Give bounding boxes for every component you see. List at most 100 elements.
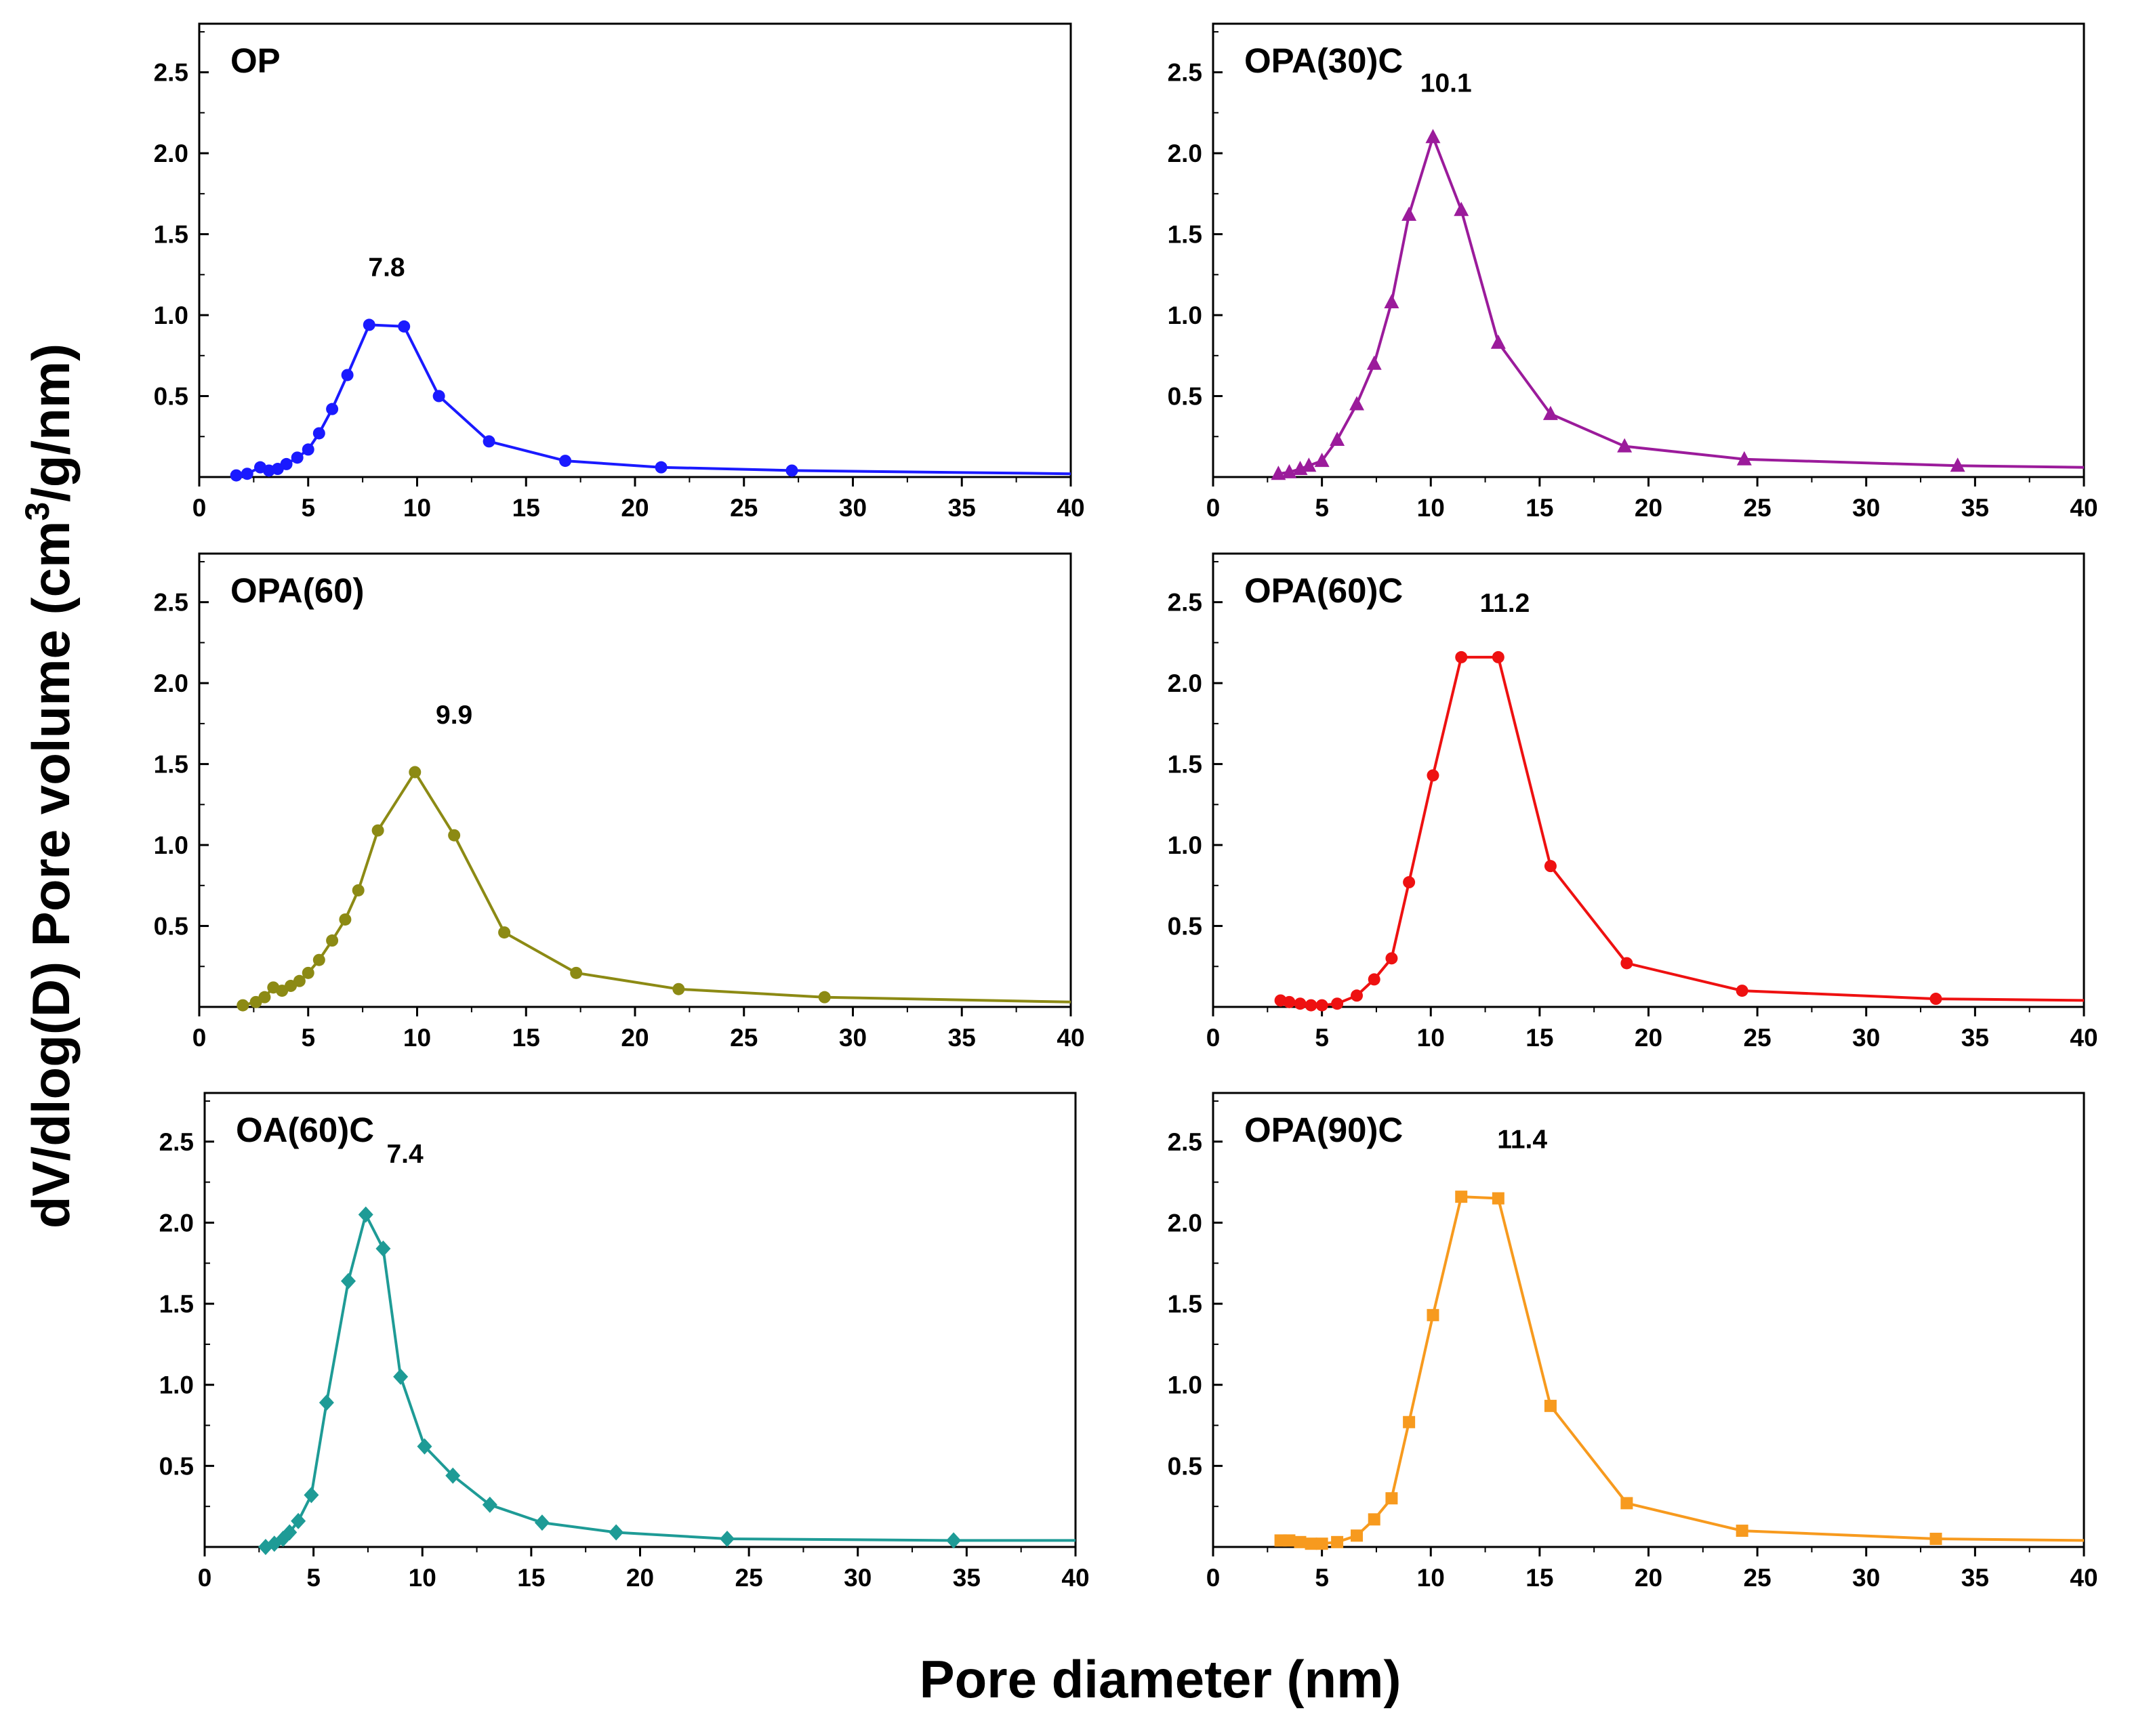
x-tick-label: 35 xyxy=(1961,1564,1989,1592)
y-tick-label: 1.0 xyxy=(154,302,188,329)
data-point xyxy=(1294,997,1307,1010)
x-tick-label: 15 xyxy=(512,1024,540,1052)
y-tick-label: 0.5 xyxy=(1168,383,1202,411)
data-point xyxy=(282,1524,298,1541)
x-tick-label: 0 xyxy=(192,494,207,522)
x-tick-label: 0 xyxy=(192,1024,207,1052)
data-point xyxy=(319,1394,334,1411)
panel-label: OPA(60)C xyxy=(1244,571,1403,610)
y-tick-label: 1.0 xyxy=(1168,831,1202,859)
x-tick-label: 30 xyxy=(839,1024,867,1052)
series-line xyxy=(1278,136,2085,476)
x-tick-label: 10 xyxy=(1417,1564,1445,1592)
x-tick-label: 15 xyxy=(517,1564,545,1592)
data-point xyxy=(398,320,411,333)
y-tick-label: 2.5 xyxy=(154,589,188,617)
data-point xyxy=(417,1438,432,1455)
x-tick-label: 40 xyxy=(2070,1024,2097,1052)
data-point xyxy=(312,953,325,966)
y-tick-label: 2.5 xyxy=(1168,589,1202,617)
data-point xyxy=(1542,405,1558,420)
peak-label: 9.9 xyxy=(436,701,472,730)
data-point xyxy=(291,1512,306,1529)
x-axis-title: Pore diameter (nm) xyxy=(920,1649,1401,1709)
y-axis-title-superscript: 3 xyxy=(18,502,56,521)
series-line xyxy=(1280,655,2085,1007)
plot-frame xyxy=(1212,552,2085,1008)
x-tick-label: 20 xyxy=(621,1024,649,1052)
series-line xyxy=(1280,1195,2085,1546)
y-tick-label: 1.0 xyxy=(154,831,188,859)
data-point xyxy=(672,983,685,995)
data-point xyxy=(358,1206,373,1223)
data-point xyxy=(534,1514,550,1531)
y-tick-label: 2.0 xyxy=(154,140,188,167)
data-point xyxy=(1425,129,1441,144)
data-point xyxy=(1617,438,1633,453)
data-point xyxy=(258,991,271,1004)
x-tick-label: 20 xyxy=(1635,1564,1662,1592)
data-point xyxy=(1455,1191,1468,1203)
y-tick-label: 1.5 xyxy=(154,221,188,249)
x-tick-label: 10 xyxy=(403,494,431,522)
peak-label: 7.8 xyxy=(368,253,405,283)
x-tick-label: 15 xyxy=(1525,494,1553,522)
data-point xyxy=(1490,334,1506,349)
x-tick-label: 0 xyxy=(198,1564,212,1592)
chart-panels: 0.5 1.0 1.5 2.0 2.5 0 5 10 15 20 25 30 35 40 OP 7.8 0.5 1… xyxy=(154,22,2098,1592)
x-tick-label: 25 xyxy=(1744,1024,1771,1052)
data-point xyxy=(363,318,375,331)
y-tick-label: 1.0 xyxy=(1168,1371,1202,1399)
panel-3: 0.5 1.0 1.5 2.0 2.5 0 5 10 15 20 25 30 35 40 OPA(60) 9.… xyxy=(154,552,1085,1052)
x-tick-label: 35 xyxy=(948,494,976,522)
data-point xyxy=(818,991,831,1004)
x-tick-label: 30 xyxy=(1852,494,1880,522)
panel-5: 0.5 1.0 1.5 2.0 2.5 0 5 10 15 20 25 30 35 40 OA(60)C 7.… xyxy=(159,1092,1090,1592)
data-point xyxy=(371,824,384,837)
data-point xyxy=(1403,876,1416,889)
peak-label: 7.4 xyxy=(386,1140,424,1169)
data-point xyxy=(498,926,511,939)
x-tick-label: 5 xyxy=(1315,1564,1329,1592)
x-tick-label: 30 xyxy=(1852,1024,1880,1052)
x-tick-label: 25 xyxy=(1744,1564,1771,1592)
data-point xyxy=(280,457,293,470)
data-point xyxy=(1427,769,1439,782)
y-tick-label: 2.0 xyxy=(1168,1209,1202,1237)
data-point xyxy=(570,966,583,979)
data-point xyxy=(1492,650,1504,663)
x-tick-label: 10 xyxy=(409,1564,436,1592)
x-tick-label: 5 xyxy=(1315,1024,1329,1052)
data-point xyxy=(341,369,354,381)
x-tick-label: 10 xyxy=(1417,1024,1445,1052)
data-point xyxy=(375,1240,391,1257)
data-point xyxy=(1294,1535,1307,1548)
data-point xyxy=(609,1524,624,1541)
x-tick-label: 20 xyxy=(1635,1024,1662,1052)
x-tick-label: 25 xyxy=(1744,494,1771,522)
data-point xyxy=(1620,957,1633,970)
x-tick-label: 20 xyxy=(621,494,649,522)
x-tick-label: 15 xyxy=(512,494,540,522)
data-point xyxy=(1455,650,1468,663)
x-tick-label: 25 xyxy=(735,1564,763,1592)
panel-label: OPA(90)C xyxy=(1244,1111,1403,1149)
x-tick-label: 15 xyxy=(1525,1564,1553,1592)
x-tick-label: 20 xyxy=(1635,494,1662,522)
data-point xyxy=(559,455,572,468)
x-tick-label: 30 xyxy=(1852,1564,1880,1592)
data-point xyxy=(339,913,352,926)
x-tick-label: 40 xyxy=(1057,494,1084,522)
data-point xyxy=(1331,997,1344,1010)
x-tick-label: 35 xyxy=(1961,1024,1989,1052)
data-point xyxy=(312,427,325,440)
y-tick-label: 1.5 xyxy=(1168,1290,1202,1318)
data-point xyxy=(302,966,314,979)
plot-frame xyxy=(203,1092,1077,1548)
y-tick-label: 1.5 xyxy=(159,1290,194,1318)
x-tick-label: 15 xyxy=(1525,1024,1553,1052)
data-point xyxy=(1349,396,1365,411)
x-tick-label: 25 xyxy=(730,1024,758,1052)
panel-1: 0.5 1.0 1.5 2.0 2.5 0 5 10 15 20 25 30 35 40 OP 7.8 xyxy=(154,22,1085,522)
x-tick-label: 35 xyxy=(1961,494,1989,522)
